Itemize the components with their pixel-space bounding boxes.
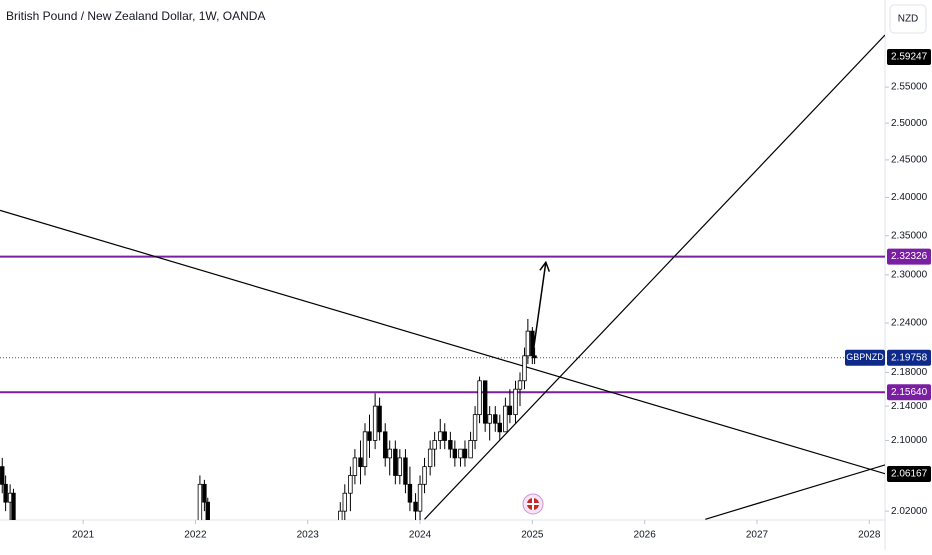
candle-body xyxy=(202,483,207,503)
price-label-box xyxy=(887,384,931,401)
candle-body xyxy=(352,457,358,476)
candle-body xyxy=(530,330,535,357)
trendline xyxy=(705,464,885,520)
candle-body xyxy=(362,431,368,468)
candle-body xyxy=(0,466,5,485)
currency-button[interactable] xyxy=(889,4,927,34)
x-tick-label: 2021 xyxy=(72,530,95,541)
y-tick-label: 2.24000 xyxy=(891,318,928,329)
candle-body xyxy=(367,431,372,441)
y-tick-label: 2.55000 xyxy=(891,82,928,93)
x-tick-label: 2023 xyxy=(297,530,320,541)
y-tick-label: 2.40000 xyxy=(891,192,928,203)
symbol-tag: GBPNZD xyxy=(846,352,884,362)
candle-body xyxy=(468,440,473,459)
candle-body xyxy=(525,330,531,357)
candle-body xyxy=(472,414,478,441)
candle-body xyxy=(462,448,468,459)
price-label: 2.59247 xyxy=(891,52,928,63)
candle-body xyxy=(517,380,523,390)
candle-body xyxy=(438,431,443,441)
x-tick-label: 2026 xyxy=(634,530,657,541)
candle-body xyxy=(432,440,437,450)
price-label: 2.32326 xyxy=(891,251,928,262)
candle-body xyxy=(452,448,458,459)
price-label: 2.15640 xyxy=(891,387,928,398)
y-tick-label: 2.10000 xyxy=(891,435,928,446)
price-label-box xyxy=(887,248,931,265)
y-tick-label: 2.14000 xyxy=(891,401,928,412)
candle-body xyxy=(387,448,392,459)
candle-body xyxy=(11,492,16,520)
candle-body xyxy=(348,475,353,494)
candle-body xyxy=(377,405,382,433)
price-label-box xyxy=(887,349,931,366)
flag-icon xyxy=(522,493,544,515)
x-tick-label: 2024 xyxy=(409,530,432,541)
candle-body xyxy=(448,440,453,450)
price-label: 2.06167 xyxy=(891,469,928,480)
candle-body xyxy=(197,483,203,520)
candle-body xyxy=(503,405,508,433)
candle-body xyxy=(513,388,518,416)
x-tick-label: 2025 xyxy=(521,530,544,541)
x-tick-label: 2027 xyxy=(746,530,769,541)
candle-body xyxy=(493,414,498,424)
candle-body xyxy=(338,510,343,520)
candle-body xyxy=(205,501,210,520)
candle-body xyxy=(342,492,347,512)
price-label-box xyxy=(887,49,931,66)
price-label: 2.19758 xyxy=(891,352,928,363)
chart-title: British Pound / New Zealand Dollar, 1W, … xyxy=(6,9,265,23)
candle-body xyxy=(422,466,427,485)
candle-body xyxy=(522,355,527,382)
candle-body xyxy=(3,483,8,503)
y-tick-label: 2.35000 xyxy=(891,230,928,241)
currency-label[interactable]: NZD xyxy=(898,14,919,25)
candle-body xyxy=(383,431,388,459)
x-tick-label: 2022 xyxy=(184,530,207,541)
candle-body xyxy=(477,380,482,416)
y-tick-label: 2.30000 xyxy=(891,270,928,281)
candle-body xyxy=(403,457,408,485)
price-label-box xyxy=(887,465,931,482)
candle-body xyxy=(358,457,363,468)
trendline xyxy=(424,34,885,520)
candle-body xyxy=(487,414,492,424)
y-tick-label: 2.50000 xyxy=(891,118,928,129)
symbol-tag-box xyxy=(845,349,885,366)
arrow-head xyxy=(539,260,551,272)
candle-body xyxy=(393,448,398,476)
arrow xyxy=(532,262,547,351)
candle-body xyxy=(458,448,463,459)
y-tick-label: 2.02000 xyxy=(891,506,928,517)
trendline xyxy=(0,209,885,475)
candle-body xyxy=(442,431,447,441)
candle-body xyxy=(497,422,502,433)
candle-body xyxy=(427,448,433,468)
candle-body xyxy=(397,457,403,476)
candle-body xyxy=(407,483,413,503)
candle-body xyxy=(482,380,488,424)
candle-body xyxy=(532,355,537,359)
y-tick-label: 2.18000 xyxy=(891,367,928,378)
plot-area xyxy=(0,34,885,520)
candle-body xyxy=(372,405,378,441)
candle-body xyxy=(417,483,423,512)
x-tick-label: 2028 xyxy=(858,530,881,541)
y-tick-label: 2.45000 xyxy=(891,155,928,166)
candle-body xyxy=(507,405,513,416)
candle-body xyxy=(413,501,418,512)
